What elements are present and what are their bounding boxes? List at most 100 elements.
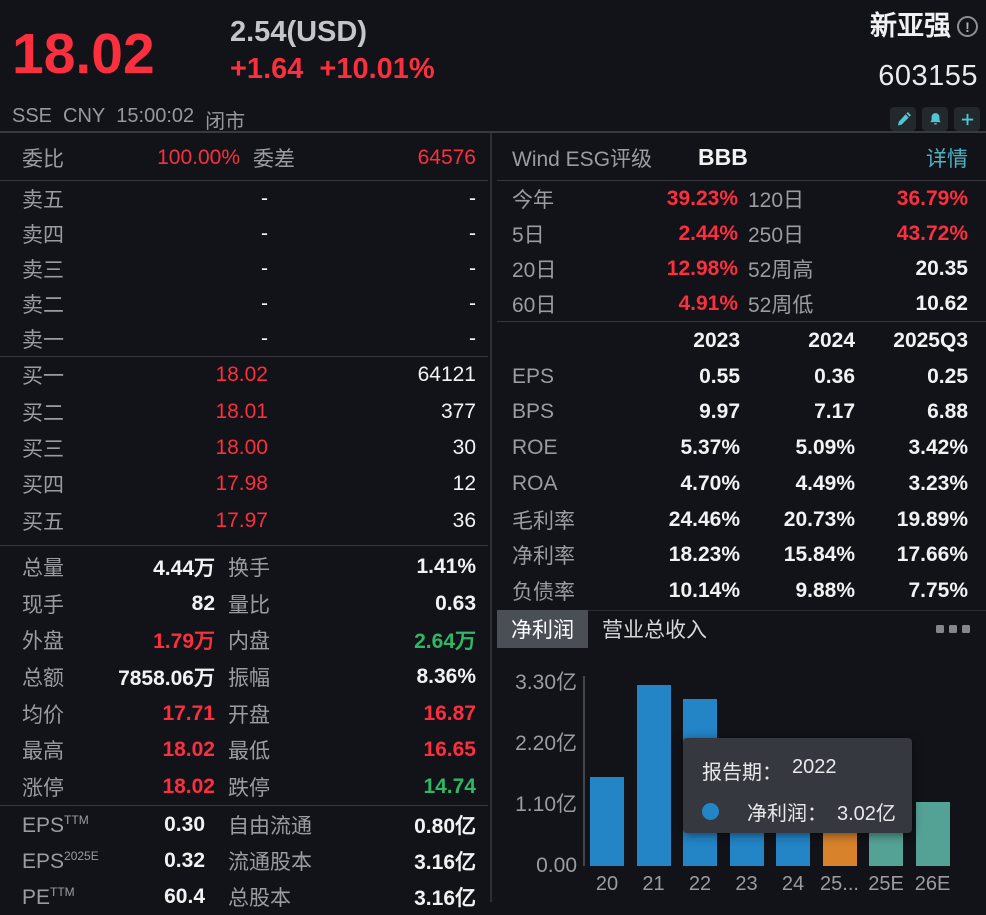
financials-row-label: ROE bbox=[512, 436, 558, 460]
weicha-label: 委差 bbox=[253, 147, 295, 171]
financials-value: 5.09% bbox=[795, 436, 855, 460]
financials-header-row: 2023 2024 2025Q3 bbox=[497, 323, 986, 359]
stat-label: 流通股本 bbox=[228, 851, 312, 874]
level-price[interactable]: 17.98 bbox=[215, 472, 268, 496]
stat-label: 总量 bbox=[22, 557, 64, 581]
trading-stats: 总量 4.44万 换手 1.41% 现手 82 量比 0.63 外盘 1.79万 内盘 2.64万 总额… bbox=[0, 549, 488, 805]
info-icon[interactable]: ! bbox=[957, 16, 978, 37]
level-label: 卖四 bbox=[22, 223, 64, 247]
quote-time: 15:00:02 bbox=[116, 105, 195, 127]
ask-levels: 卖五 - - 卖四 - - 卖三 - - 卖二 - - 卖一 - - bbox=[0, 181, 488, 356]
bid-row[interactable]: 买四 17.98 12 bbox=[0, 466, 488, 502]
esg-label: Wind ESG评级 bbox=[512, 147, 653, 171]
bar-26E[interactable] bbox=[915, 802, 950, 866]
financials-value: 7.75% bbox=[908, 579, 968, 603]
level-volume: - bbox=[469, 291, 476, 315]
financials-value: 20.73% bbox=[783, 507, 855, 531]
chart-tab-unselected[interactable]: 营业总收入 bbox=[602, 618, 707, 642]
divider bbox=[0, 805, 488, 806]
bid-row[interactable]: 买二 18.01 377 bbox=[0, 393, 488, 429]
stock-name: 新亚强 bbox=[870, 11, 951, 41]
capital-row: EPSTTM 0.30 自由流通 0.80亿 bbox=[0, 807, 488, 843]
dot-icon bbox=[949, 625, 957, 633]
financials-value: 7.17 bbox=[814, 400, 855, 424]
bid-row[interactable]: 买三 18.00 30 bbox=[0, 430, 488, 466]
stock-code: 603155 bbox=[878, 60, 978, 92]
financials-table: 2023 2024 2025Q3 EPS 0.55 0.36 0.25 BPS 9.97 7.17… bbox=[497, 323, 986, 609]
x-axis-tick-label: 26E bbox=[914, 873, 951, 895]
last-price: 18.02 bbox=[12, 22, 155, 86]
add-to-watchlist-button[interactable] bbox=[954, 107, 980, 131]
esg-detail-link[interactable]: 详情 bbox=[926, 147, 968, 171]
valuation-stats: EPSTTM 0.30 自由流通 0.80亿 EPS2025E 0.32 流通股本 3.16亿… bbox=[0, 807, 488, 915]
financials-row-label: 净利率 bbox=[512, 545, 575, 569]
financials-value: 18.23% bbox=[668, 543, 740, 567]
stat-label: 最低 bbox=[228, 740, 270, 764]
level-price[interactable]: 17.97 bbox=[215, 508, 268, 532]
level-volume: - bbox=[469, 256, 476, 280]
level-price[interactable]: - bbox=[261, 221, 268, 245]
ask-row[interactable]: 卖五 - - bbox=[0, 181, 488, 216]
stat-value: 10.62 bbox=[915, 291, 968, 315]
stat-row: 最高 18.02 最低 16.65 bbox=[0, 732, 488, 769]
stat-label: 总股本 bbox=[228, 887, 291, 910]
bar-20[interactable] bbox=[590, 777, 624, 866]
level-price[interactable]: 18.01 bbox=[215, 399, 268, 423]
weibi-label: 委比 bbox=[22, 147, 64, 171]
level-label: 买四 bbox=[22, 474, 64, 498]
level-price[interactable]: - bbox=[261, 291, 268, 315]
level-label: 卖五 bbox=[22, 188, 64, 212]
alert-button[interactable] bbox=[922, 107, 948, 131]
stat-value: 17.71 bbox=[162, 701, 215, 725]
stat-value: 2.64万 bbox=[414, 630, 476, 654]
bar-21[interactable] bbox=[636, 685, 671, 866]
ask-row[interactable]: 卖三 - - bbox=[0, 251, 488, 286]
financials-row-label: BPS bbox=[512, 400, 555, 424]
pencil-icon bbox=[897, 111, 911, 125]
financials-value: 19.89% bbox=[896, 507, 968, 531]
bid-row[interactable]: 买五 17.97 36 bbox=[0, 503, 488, 539]
stat-value: 0.80亿 bbox=[414, 815, 476, 838]
financials-value: 3.42% bbox=[908, 436, 968, 460]
price-change-row: +1.64 +10.01% bbox=[230, 55, 435, 84]
level-volume: - bbox=[469, 221, 476, 245]
level-label: 卖一 bbox=[22, 328, 64, 352]
level-price[interactable]: - bbox=[261, 186, 268, 210]
level-volume: - bbox=[469, 186, 476, 210]
stat-value: 4.91% bbox=[678, 291, 738, 315]
level-price[interactable]: 18.00 bbox=[215, 436, 268, 460]
dot-icon bbox=[936, 625, 944, 633]
financials-col-header: 2024 bbox=[808, 328, 855, 352]
stat-label: 60日 bbox=[512, 293, 557, 317]
stat-row: 外盘 1.79万 内盘 2.64万 bbox=[0, 622, 488, 659]
stat-value: 20.35 bbox=[915, 256, 968, 280]
divider bbox=[0, 180, 488, 181]
stat-value: 16.87 bbox=[423, 701, 476, 725]
ask-row[interactable]: 卖一 - - bbox=[0, 321, 488, 356]
level-price[interactable]: 18.02 bbox=[215, 363, 268, 387]
level-label: 卖二 bbox=[22, 293, 64, 317]
exchange-label: SSE bbox=[12, 105, 53, 127]
tooltip-series-value: 3.02亿 bbox=[837, 803, 896, 825]
edit-button[interactable] bbox=[890, 107, 916, 131]
y-axis-tick-label: 1.10亿 bbox=[515, 793, 577, 816]
bid-row[interactable]: 买一 18.02 64121 bbox=[0, 357, 488, 393]
chart-menu-button[interactable] bbox=[936, 625, 970, 633]
stat-value: 43.72% bbox=[896, 221, 968, 245]
stat-value: 14.74 bbox=[423, 774, 476, 798]
series-dot-icon bbox=[702, 803, 719, 820]
x-axis-tick-label: 20 bbox=[595, 873, 619, 895]
financials-row-label: EPS bbox=[512, 364, 555, 388]
ask-row[interactable]: 卖二 - - bbox=[0, 286, 488, 321]
weibi-value: 100.00% bbox=[157, 145, 240, 169]
financials-row: 负债率 10.14% 9.88% 7.75% bbox=[497, 573, 986, 609]
ask-row[interactable]: 卖四 - - bbox=[0, 216, 488, 251]
level-volume: 36 bbox=[452, 508, 476, 532]
level-price[interactable]: - bbox=[261, 326, 268, 350]
level-price[interactable]: - bbox=[261, 256, 268, 280]
usd-price: 2.54(USD) bbox=[230, 16, 367, 48]
chart-tab-selected[interactable]: 净利润 bbox=[497, 609, 588, 648]
stat-value: 0.63 bbox=[435, 591, 476, 615]
financials-value: 5.37% bbox=[680, 436, 740, 460]
weicha-value: 64576 bbox=[417, 145, 476, 169]
